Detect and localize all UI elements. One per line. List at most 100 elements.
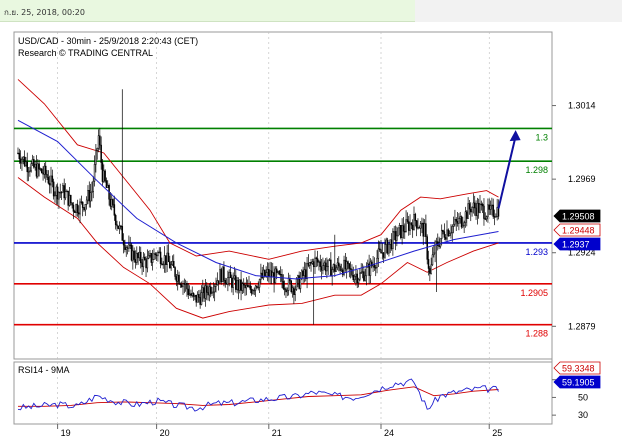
candle-body bbox=[349, 268, 352, 270]
candle-body bbox=[285, 288, 287, 293]
candle-body bbox=[171, 261, 174, 265]
candle-body bbox=[250, 289, 253, 294]
candle-body bbox=[268, 269, 270, 278]
candle-body bbox=[378, 248, 381, 250]
candle-body bbox=[194, 294, 196, 297]
candle-body bbox=[206, 285, 208, 293]
candle-body bbox=[339, 265, 341, 271]
candle-body bbox=[316, 258, 319, 263]
candle-body bbox=[256, 285, 258, 288]
price-badge-label: 1.29448 bbox=[562, 226, 595, 236]
candle-body bbox=[248, 285, 250, 288]
candle-body bbox=[18, 152, 21, 160]
candle-body bbox=[208, 286, 211, 296]
candle-body bbox=[411, 224, 414, 231]
candle-body bbox=[224, 280, 226, 284]
rsi-badge-label: 59.1905 bbox=[562, 378, 595, 388]
candle-body bbox=[33, 159, 35, 168]
candle-body bbox=[245, 285, 248, 289]
candle-body bbox=[382, 252, 385, 258]
candle-body bbox=[419, 223, 422, 229]
candle-body bbox=[118, 225, 121, 229]
time-grid bbox=[57, 32, 490, 424]
level-label: 1.293 bbox=[525, 247, 548, 257]
rsi-line bbox=[17, 378, 499, 412]
candle-body bbox=[492, 204, 494, 217]
candle-body bbox=[373, 264, 376, 268]
candle-body bbox=[71, 202, 73, 206]
candle-body bbox=[467, 203, 469, 219]
candle-body bbox=[180, 284, 183, 288]
candle-body bbox=[484, 218, 487, 220]
candle-body bbox=[130, 244, 133, 261]
time-tick-label: 25 bbox=[492, 428, 502, 438]
candle-body bbox=[159, 251, 162, 264]
candle-body bbox=[394, 231, 397, 241]
candle-body bbox=[291, 287, 294, 293]
timestamp-text: ก.ย. 25, 2018, 00:20 bbox=[4, 8, 85, 17]
price-tick-label: 1.2924 bbox=[568, 248, 596, 258]
candle-body bbox=[121, 226, 124, 241]
candle-body bbox=[46, 174, 48, 178]
candle-body bbox=[225, 282, 228, 285]
candle-body bbox=[388, 244, 390, 254]
candle-body bbox=[487, 204, 489, 217]
candle-body bbox=[60, 191, 63, 194]
candle-body bbox=[54, 195, 56, 197]
candle-body bbox=[161, 263, 163, 265]
candle-body bbox=[396, 235, 398, 241]
candle-body bbox=[227, 277, 229, 285]
level-label: 1.3 bbox=[535, 132, 548, 142]
candle-body bbox=[191, 292, 193, 296]
candle-body bbox=[126, 247, 129, 249]
candle-body bbox=[239, 279, 241, 291]
candle-body bbox=[105, 180, 108, 188]
rsi-label: RSI14 - 9MA bbox=[18, 365, 70, 375]
candle-body bbox=[414, 214, 417, 221]
level-label: 1.288 bbox=[525, 329, 548, 339]
level-label: 1.298 bbox=[525, 165, 548, 175]
candle-body bbox=[165, 255, 167, 265]
candle-body bbox=[179, 283, 182, 286]
candle-body bbox=[334, 264, 336, 272]
candle-body bbox=[311, 261, 314, 264]
candle-body bbox=[136, 253, 138, 263]
candle-body bbox=[207, 292, 209, 296]
candle-body bbox=[466, 211, 468, 219]
candle-body bbox=[184, 283, 187, 285]
candle-body bbox=[141, 262, 143, 268]
time-tick-label: 20 bbox=[160, 428, 170, 438]
candle-body bbox=[326, 266, 328, 272]
candle-body bbox=[320, 266, 323, 271]
candle-body bbox=[421, 222, 423, 225]
candle-body bbox=[308, 262, 311, 266]
candle-body bbox=[384, 244, 386, 258]
candle-body bbox=[279, 273, 282, 276]
candle-body bbox=[198, 294, 200, 298]
candle-body bbox=[134, 259, 137, 263]
candle-body bbox=[158, 251, 160, 254]
candle-body bbox=[472, 202, 475, 208]
chart-subtitle: Research © TRADING CENTRAL bbox=[18, 48, 153, 58]
candle-body bbox=[318, 261, 320, 263]
candle-body bbox=[122, 240, 125, 246]
candle-body bbox=[97, 135, 100, 149]
candle-body bbox=[203, 287, 205, 299]
candle-body bbox=[417, 227, 419, 229]
candle-body bbox=[173, 261, 175, 268]
candle-body bbox=[47, 177, 50, 184]
candle-body bbox=[497, 207, 500, 217]
candle-body bbox=[235, 275, 237, 290]
candle-body bbox=[400, 225, 402, 238]
candle-body bbox=[452, 223, 455, 227]
candle-body bbox=[41, 168, 43, 174]
candle-body bbox=[167, 252, 170, 263]
support-resistance-levels: 1.3 1.298 1.293 1.2905 1.288 bbox=[14, 127, 552, 339]
candle-body bbox=[212, 291, 215, 293]
candle-body bbox=[274, 268, 277, 284]
candle-body bbox=[162, 263, 164, 266]
candle-body bbox=[444, 237, 447, 240]
candle-body bbox=[72, 204, 75, 212]
candle-body bbox=[477, 202, 480, 213]
candle-body bbox=[368, 263, 370, 276]
